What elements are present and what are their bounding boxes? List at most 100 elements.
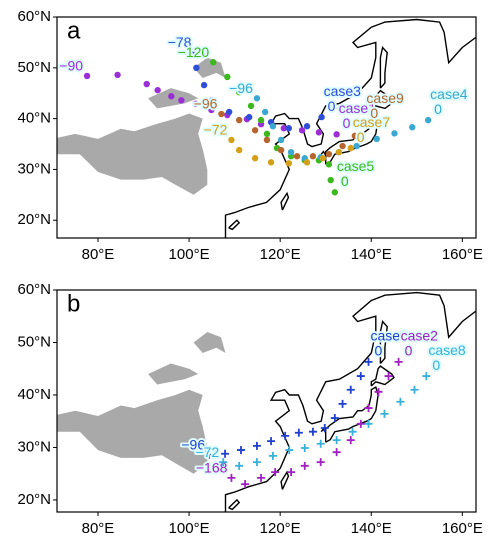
- track-point: [309, 153, 317, 160]
- y-tick-label: 30°N: [17, 160, 51, 177]
- track-point: [353, 142, 360, 150]
- coastline: [325, 109, 379, 165]
- track-point: [364, 419, 373, 428]
- track-point: [330, 414, 339, 423]
- track-point: [193, 64, 200, 72]
- end-label: 0: [375, 343, 383, 359]
- track-point: [409, 124, 416, 131]
- track-point: [267, 437, 276, 446]
- track-point: [154, 86, 161, 94]
- track-point: [267, 159, 275, 166]
- track-point: [346, 436, 355, 445]
- plateau: [57, 113, 208, 195]
- track-point: [178, 97, 185, 104]
- track-point: [347, 144, 354, 152]
- track-point: [285, 160, 293, 167]
- track-point: [333, 131, 340, 138]
- track-point: [348, 427, 357, 436]
- track-point: [114, 71, 121, 79]
- panel-label: a: [67, 17, 81, 44]
- end-label: 0: [405, 343, 413, 359]
- start-label: −78: [168, 34, 192, 50]
- track-point: [268, 451, 277, 460]
- case-label: case7: [353, 114, 391, 130]
- track-point: [221, 449, 230, 458]
- track-point: [327, 176, 334, 184]
- track-point: [261, 108, 269, 116]
- track-point: [241, 480, 250, 489]
- track-point: [303, 123, 311, 130]
- track-point: [227, 473, 236, 482]
- track-point: [235, 461, 244, 470]
- track-point: [224, 73, 231, 81]
- track-point: [315, 129, 323, 136]
- track-point: [219, 458, 228, 467]
- track-point: [308, 427, 317, 436]
- start-label: −72: [195, 444, 219, 460]
- x-tick-label: 80°E: [82, 246, 115, 263]
- case-label: case5: [337, 158, 375, 174]
- track-point: [335, 148, 343, 156]
- x-tick-label: 120°E: [260, 520, 301, 537]
- coastline: [379, 46, 388, 89]
- case-label: case9: [366, 90, 404, 106]
- track-point: [396, 397, 405, 406]
- track-point: [361, 120, 368, 128]
- track-point: [298, 127, 306, 134]
- y-tick-label: 50°N: [17, 59, 51, 76]
- track-point: [247, 102, 255, 110]
- x-tick-label: 160°E: [442, 520, 483, 537]
- plateau: [148, 363, 199, 385]
- track-point: [192, 48, 199, 56]
- coastline: [370, 365, 395, 387]
- track-point: [253, 95, 261, 102]
- y-tick-label: 50°N: [17, 333, 51, 350]
- coastline: [228, 498, 241, 511]
- track-point: [325, 150, 333, 158]
- y-tick-label: 40°N: [17, 110, 51, 127]
- coastline: [224, 18, 476, 238]
- track-point: [374, 387, 383, 396]
- track-point: [339, 142, 346, 150]
- track-point: [331, 189, 339, 196]
- track-point: [285, 125, 293, 132]
- track-point: [168, 93, 175, 100]
- track-point: [332, 448, 341, 457]
- track-point: [218, 110, 225, 118]
- track-point: [280, 125, 288, 132]
- track-point: [351, 132, 359, 140]
- track-point: [143, 80, 150, 88]
- end-label: 0: [370, 105, 378, 121]
- track-point: [236, 446, 245, 455]
- track-point: [192, 100, 199, 108]
- track-point: [300, 461, 309, 470]
- case-label: case3: [324, 83, 362, 99]
- track-point: [319, 155, 327, 162]
- start-label: −96: [229, 80, 253, 96]
- track-point: [384, 372, 393, 381]
- track-point: [235, 88, 243, 96]
- track-point: [83, 72, 91, 80]
- coastline: [325, 386, 379, 443]
- track-point: [424, 116, 432, 124]
- track-point: [356, 372, 365, 381]
- coastline: [379, 319, 388, 364]
- coastline: [280, 470, 290, 490]
- track-point: [320, 424, 329, 433]
- track-point: [210, 59, 217, 66]
- track-point: [269, 123, 277, 130]
- track-point: [281, 431, 290, 440]
- track-point: [251, 155, 259, 162]
- start-label: −120: [178, 44, 210, 60]
- track-point: [303, 159, 311, 166]
- map-panel: 20°N 30°N 40°N 50°N 60°N 80°E 100°E 120°E 140°E 1…: [17, 281, 482, 537]
- track-point: [394, 357, 403, 366]
- y-tick-label: 60°N: [17, 8, 51, 25]
- start-label: −72: [204, 122, 228, 138]
